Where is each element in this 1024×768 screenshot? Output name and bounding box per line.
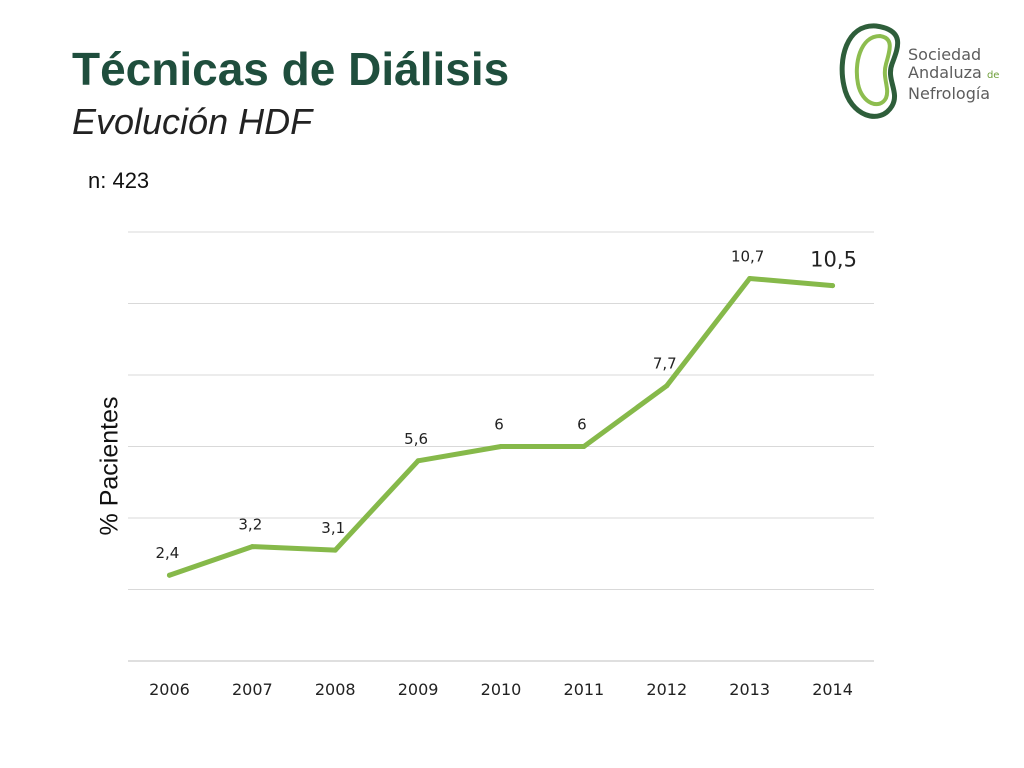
data-point: [581, 444, 587, 449]
logo-line-1: Sociedad: [908, 45, 982, 64]
data-label: 6: [577, 416, 587, 434]
data-point: [498, 444, 504, 449]
data-point: [747, 275, 753, 281]
x-tick-label: 2013: [729, 680, 770, 699]
data-label: 2,4: [156, 544, 180, 562]
logo-line-3: Nefrología: [908, 84, 991, 103]
society-logo: Sociedad Andaluza de Nefrología: [836, 20, 1012, 128]
x-tick-label: 2007: [232, 680, 273, 699]
x-tick-label: 2012: [646, 680, 687, 699]
x-tick-label: 2008: [315, 680, 356, 699]
logo-line-2-suffix: de: [986, 70, 1000, 81]
data-label: 5,6: [404, 430, 428, 448]
data-label: 10,5: [810, 248, 857, 272]
slide-title: Técnicas de Diálisis: [72, 43, 510, 95]
x-tick-label: 2006: [149, 680, 190, 699]
data-label: 10,7: [731, 247, 764, 265]
sample-size-note: n: 423: [88, 168, 150, 193]
data-point: [166, 572, 172, 578]
data-point: [664, 383, 670, 389]
x-tick-label: 2009: [398, 680, 439, 699]
data-label: 7,7: [653, 355, 677, 373]
data-point: [415, 458, 421, 464]
x-tick-label: 2011: [564, 680, 605, 699]
data-point: [332, 547, 338, 553]
data-point: [249, 544, 255, 550]
data-label: 3,2: [238, 516, 262, 534]
slide-subtitle: Evolución HDF: [72, 101, 313, 142]
data-label: 6: [494, 416, 504, 434]
kidney-logo-icon: [839, 23, 901, 119]
data-point: [830, 283, 836, 289]
logo-text: Sociedad Andaluza de Nefrología: [908, 46, 999, 103]
x-tick-label: 2014: [812, 680, 853, 699]
logo-line-2-word: Andaluza: [908, 63, 982, 82]
data-label: 3,1: [321, 519, 345, 537]
logo-line-2: Andaluza de: [908, 64, 999, 85]
x-tick-label: 2010: [481, 680, 522, 699]
